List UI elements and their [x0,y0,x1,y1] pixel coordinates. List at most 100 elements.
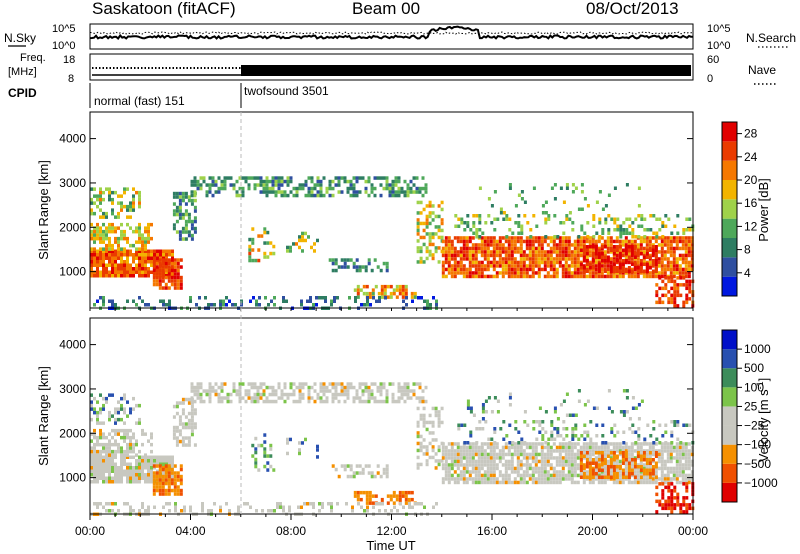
heatmap-cell [670,286,674,291]
freq-label-line2: [MHz] [8,66,37,78]
heatmap-cell [609,257,613,261]
heatmap-cell [510,452,514,457]
heatmap-cell [684,456,688,460]
heatmap-cell [489,466,493,471]
heatmap-cell [495,264,499,268]
heatmap-cell [105,236,108,241]
heatmap-cell [283,193,287,198]
heatmap-cell [495,477,499,481]
heatmap-cell [666,236,670,240]
heatmap-cell [395,497,399,502]
heatmap-cell [90,260,93,264]
heatmap-cell [673,224,677,228]
heatmap-cell [295,242,298,246]
heatmap-cell [367,261,371,266]
heatmap-cell [666,260,670,265]
heatmap-cell [172,202,176,206]
heatmap-cell [471,466,475,471]
heatmap-cell [645,269,649,273]
heatmap-cell [519,239,523,244]
heatmap-cell [475,235,479,239]
heatmap-cell [619,235,623,239]
heatmap-cell [132,201,135,205]
heatmap-cell [465,480,469,485]
heatmap-cell [161,488,165,493]
heatmap-cell [351,505,354,509]
heatmap-cell [675,445,679,450]
heatmap-cell [331,392,335,397]
heatmap-cell [114,263,117,267]
heatmap-cell [173,258,177,262]
heatmap-cell [108,240,111,244]
heatmap-cell [96,260,99,264]
heatmap-cell [123,274,126,278]
heatmap-cell [568,441,572,445]
heatmap-cell [609,442,613,446]
heatmap-cell [355,396,359,400]
heatmap-cell [355,193,359,198]
heatmap-cell [444,243,448,247]
heatmap-cell [404,494,408,498]
heatmap-cell [300,303,303,307]
heatmap-cell [561,243,565,247]
heatmap-cell [472,221,476,225]
heatmap-cell [123,267,126,271]
heatmap-cell [486,260,490,265]
heatmap-cell [628,217,632,221]
heatmap-cell [373,176,377,180]
heatmap-cell [618,463,622,467]
heatmap-cell [453,267,457,272]
heatmap-cell [298,186,302,191]
heatmap-cell [562,221,566,225]
heatmap-cell [167,261,171,266]
heatmap-cell [492,236,496,240]
heatmap-cell [256,392,260,397]
heatmap-cell [573,264,577,268]
heatmap-cell [525,271,529,275]
heatmap-cell [205,193,209,198]
heatmap-cell [417,502,420,506]
heatmap-cell [690,246,694,251]
heatmap-cell [531,456,535,460]
heatmap-cell [367,392,371,397]
heatmap-cell [615,266,619,270]
heatmap-cell [477,449,481,453]
heatmap-cell [657,459,661,464]
heatmap-cell [141,466,144,470]
heatmap-cell [582,463,586,467]
heatmap-cell [678,459,682,464]
heatmap-cell [573,456,577,460]
heatmap-cell [604,204,608,208]
heatmap-cell [176,261,180,266]
heatmap-cell [501,257,505,261]
heatmap-cell [555,246,559,251]
heatmap-cell [358,399,362,404]
heatmap-cell [609,264,613,268]
heatmap-cell [630,252,634,256]
heatmap-cell [453,480,457,485]
heatmap-cell [298,245,301,250]
heatmap-cell [223,179,227,184]
heatmap-cell [462,477,466,481]
heatmap-cell [184,230,188,234]
heatmap-cell [418,385,422,390]
heatmap-cell [666,456,670,460]
ytick-label: 3000 [59,382,86,396]
heatmap-cell [168,299,171,303]
heatmap-cell [393,505,396,509]
heatmap-cell [504,480,508,485]
heatmap-cell [678,480,682,485]
heatmap-cell [501,449,505,453]
heatmap-cell [211,193,215,198]
heatmap-cell [343,389,347,393]
heatmap-cell [441,271,445,275]
heatmap-cell [181,422,185,426]
heatmap-cell [138,229,141,234]
heatmap-cell [456,271,460,275]
heatmap-cell [226,396,230,400]
heatmap-cell [178,230,182,234]
heatmap-cell [552,473,556,478]
heatmap-cell [403,190,407,194]
heatmap-cell [419,249,423,254]
heatmap-cell [425,452,429,456]
